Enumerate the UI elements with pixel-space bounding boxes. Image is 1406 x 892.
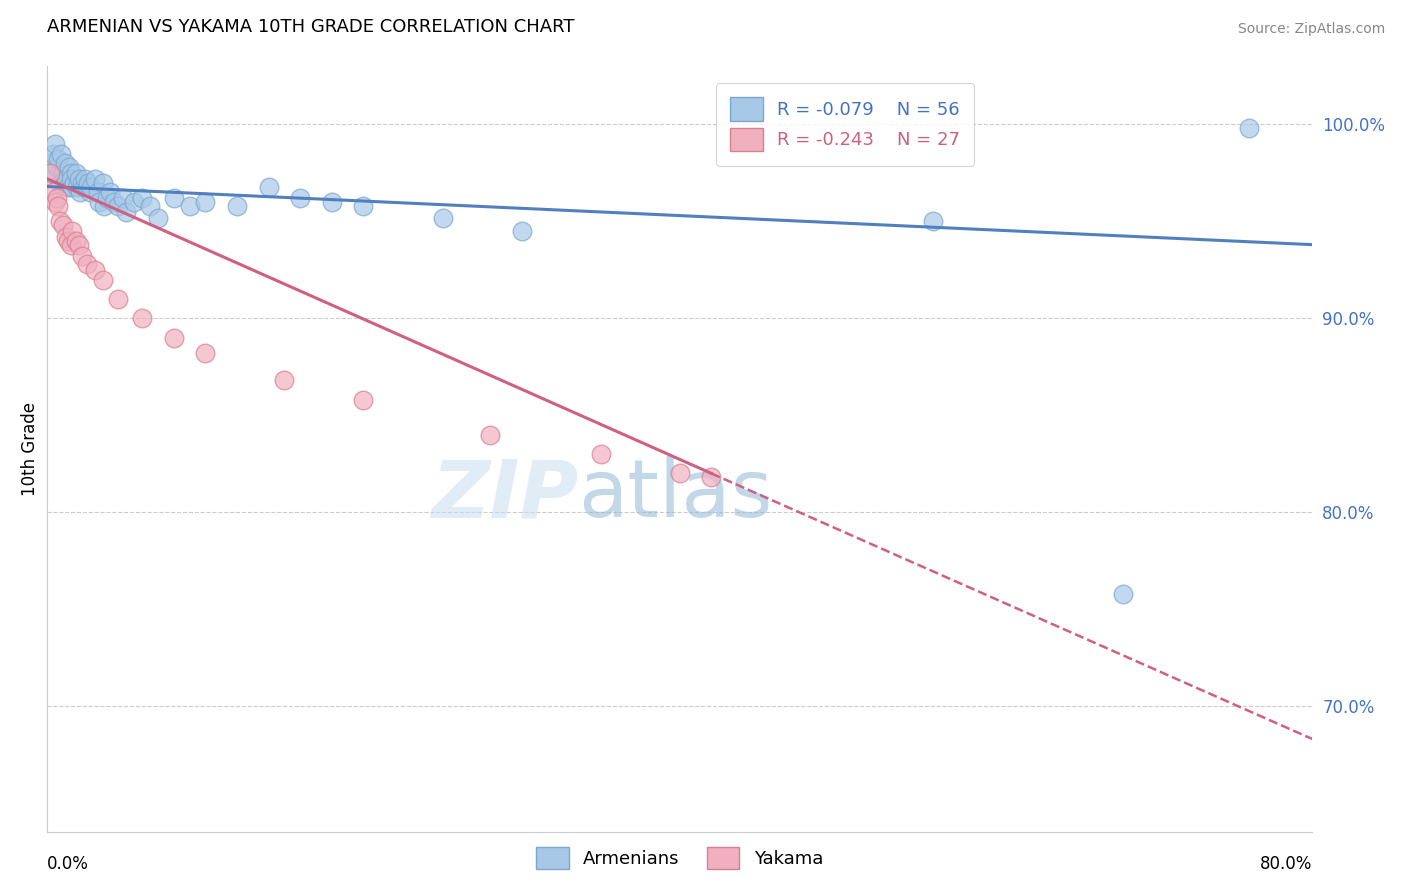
Point	[56, 234, 79, 248]
Point	[62, 179, 84, 194]
Point	[194, 346, 217, 360]
Point	[103, 194, 125, 209]
Point	[75, 171, 97, 186]
Point	[41, 166, 63, 180]
Point	[67, 237, 90, 252]
Point	[45, 160, 67, 174]
Point	[1237, 121, 1260, 136]
Point	[49, 214, 72, 228]
Point	[56, 179, 79, 194]
Point	[669, 467, 692, 481]
Text: ARMENIAN VS YAKAMA 10TH GRADE CORRELATION CHART: ARMENIAN VS YAKAMA 10TH GRADE CORRELATIO…	[48, 18, 575, 36]
Point	[39, 166, 62, 180]
Point	[49, 176, 72, 190]
Point	[432, 211, 454, 225]
Point	[72, 179, 94, 194]
Point	[53, 156, 76, 170]
Point	[921, 214, 943, 228]
Text: Source: ZipAtlas.com: Source: ZipAtlas.com	[1237, 22, 1385, 37]
Point	[163, 191, 186, 205]
Point	[194, 194, 217, 209]
Point	[70, 249, 93, 263]
Point	[59, 237, 82, 252]
Point	[353, 392, 375, 407]
Point	[80, 179, 103, 194]
Point	[55, 230, 77, 244]
Legend: Armenians, Yakama: Armenians, Yakama	[529, 840, 831, 877]
Point	[65, 166, 87, 180]
Point	[290, 191, 312, 205]
Point	[42, 186, 65, 200]
Point	[131, 311, 153, 326]
Point	[122, 194, 145, 209]
Point	[69, 186, 91, 200]
Point	[107, 292, 129, 306]
Point	[59, 166, 82, 180]
Point	[70, 176, 93, 190]
Y-axis label: 10th Grade: 10th Grade	[21, 402, 39, 496]
Point	[257, 179, 280, 194]
Point	[52, 219, 75, 233]
Point	[179, 199, 201, 213]
Point	[1111, 587, 1133, 601]
Point	[112, 191, 135, 205]
Text: ZIP: ZIP	[432, 456, 579, 534]
Point	[91, 272, 114, 286]
Point	[66, 179, 89, 194]
Point	[353, 199, 375, 213]
Point	[51, 146, 73, 161]
Point	[77, 176, 100, 190]
Point	[107, 199, 129, 213]
Point	[139, 199, 162, 213]
Point	[510, 224, 533, 238]
Point	[589, 447, 612, 461]
Point	[226, 199, 249, 213]
Point	[83, 263, 105, 277]
Point	[91, 176, 114, 190]
Point	[65, 234, 87, 248]
Text: 0.0%: 0.0%	[48, 855, 89, 873]
Point	[96, 191, 118, 205]
Point	[46, 199, 69, 213]
Point	[146, 211, 169, 225]
Point	[55, 171, 77, 186]
Point	[62, 224, 84, 238]
Point	[93, 199, 115, 213]
Point	[46, 153, 69, 167]
Text: 80.0%: 80.0%	[1260, 855, 1312, 873]
Point	[42, 146, 65, 161]
Point	[52, 166, 75, 180]
Text: atlas: atlas	[579, 456, 773, 534]
Point	[79, 186, 101, 200]
Point	[44, 136, 66, 151]
Point	[273, 373, 295, 387]
Point	[83, 171, 105, 186]
Point	[63, 176, 86, 190]
Point	[59, 171, 82, 186]
Point	[89, 194, 111, 209]
Point	[76, 179, 98, 194]
Point	[58, 160, 80, 174]
Point	[67, 171, 90, 186]
Point	[44, 194, 66, 209]
Point	[163, 331, 186, 345]
Point	[700, 470, 723, 484]
Point	[115, 204, 138, 219]
Point	[45, 191, 67, 205]
Point	[76, 257, 98, 271]
Point	[87, 186, 110, 200]
Point	[39, 156, 62, 170]
Point	[479, 427, 502, 442]
Point	[100, 186, 122, 200]
Point	[321, 194, 343, 209]
Point	[131, 191, 153, 205]
